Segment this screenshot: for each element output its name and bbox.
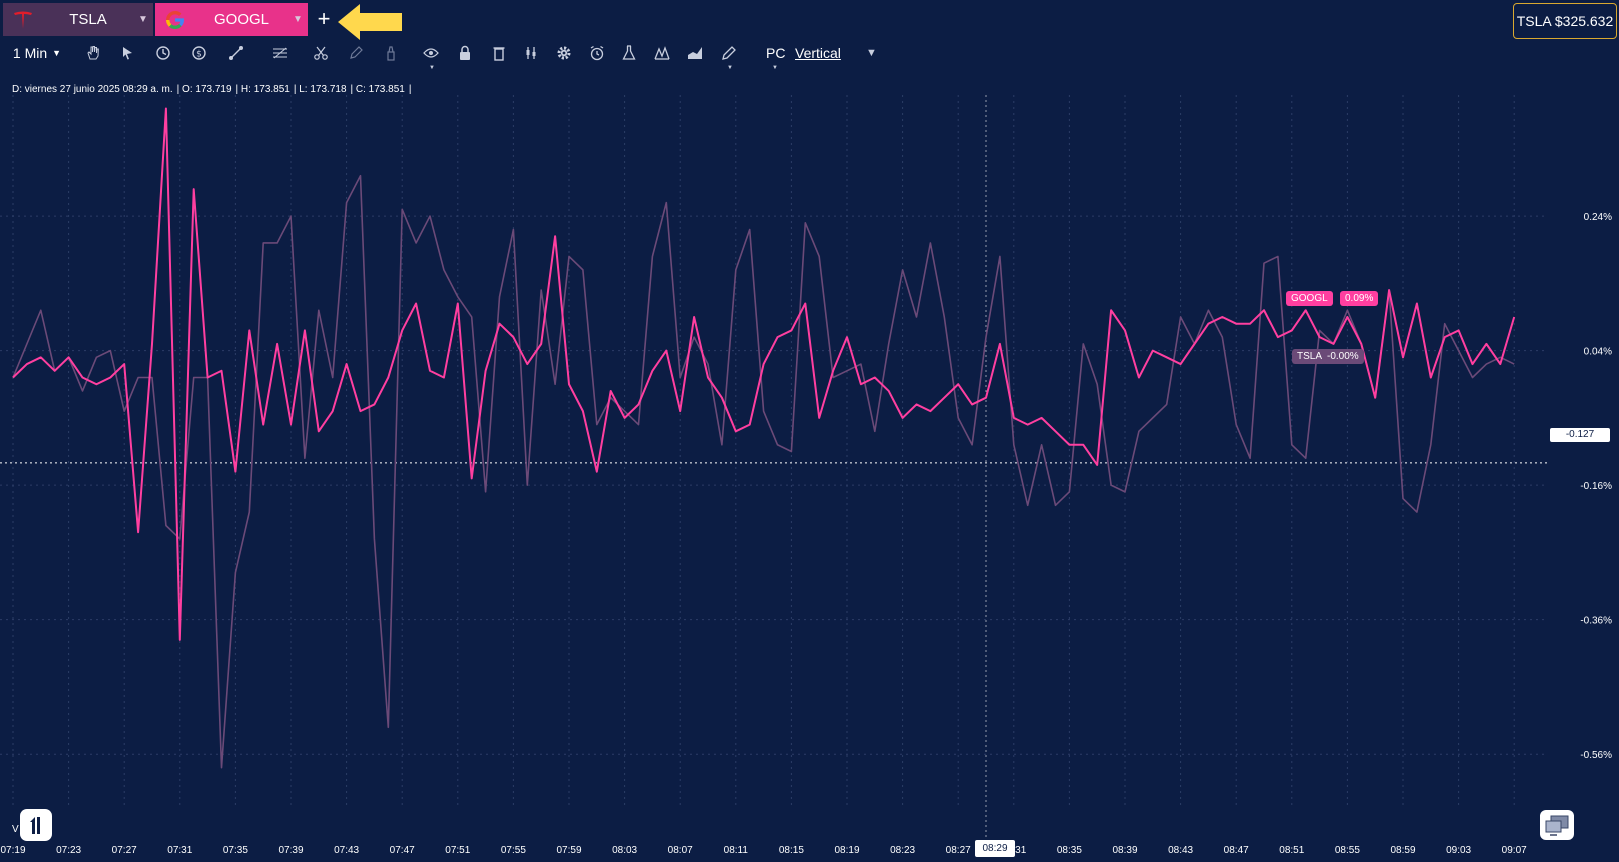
series-line-googl [12, 107, 1516, 641]
tab-tsla[interactable]: TSLA ▼ [3, 3, 153, 36]
brush-icon[interactable] [380, 42, 402, 64]
tsla-value-badge: -0.00% [1322, 349, 1364, 364]
gear-icon[interactable] [553, 42, 575, 64]
mode-label: PC [766, 45, 786, 61]
series-line-tsla [12, 174, 1515, 769]
area-chart-icon[interactable] [684, 42, 706, 64]
y-tick-label: 0.04% [1584, 347, 1612, 358]
ohlc-info: D: viernes 27 junio 2025 08:29 a. m. | O:… [12, 84, 412, 95]
tab-bar: TSLA ▼ GOOGL ▼ + TSLA $325.632 [0, 0, 1619, 40]
x-tick-label: 07:43 [334, 845, 359, 856]
y-tick-label: -0.56% [1580, 750, 1612, 761]
googl-value-badge: 0.09% [1340, 291, 1379, 306]
x-tick-label: 09:07 [1502, 845, 1527, 856]
pen-icon[interactable] [345, 42, 367, 64]
tab-label: TSLA [69, 11, 107, 28]
x-tick-label: 08:55 [1335, 845, 1360, 856]
pointer-icon[interactable] [116, 42, 138, 64]
x-tick-label: 08:39 [1112, 845, 1137, 856]
x-tick-label: 07:39 [278, 845, 303, 856]
app-logo-icon[interactable] [20, 809, 52, 841]
x-tick-label: 08:51 [1279, 845, 1304, 856]
x-tick-label: 09:03 [1446, 845, 1471, 856]
x-tick-label: 08:03 [612, 845, 637, 856]
alarm-icon[interactable] [586, 42, 608, 64]
crosshair [0, 95, 1550, 840]
googl-name-badge: GOOGL [1286, 291, 1333, 306]
trash-icon[interactable] [488, 42, 510, 64]
y-axis: 0.24% 0.04% -0.16% -0.36% -0.56% [1580, 212, 1612, 761]
ohlc-high: H: 173.851 [240, 84, 290, 95]
toolbar: 1 Min ▼ $ ▼ [0, 38, 1619, 71]
clock-icon[interactable] [152, 42, 174, 64]
x-tick-label: 07:55 [501, 845, 526, 856]
google-logo-icon [155, 3, 195, 36]
patterns-icon[interactable] [651, 42, 673, 64]
y-tick-label: 0.24% [1584, 212, 1612, 223]
tesla-logo-icon [3, 3, 43, 36]
x-tick-label: 08:07 [668, 845, 693, 856]
x-tick-label: 08:59 [1390, 845, 1415, 856]
x-tick-label: 07:23 [56, 845, 81, 856]
add-tab-button[interactable]: + [317, 6, 331, 31]
ohlc-date: D: viernes 27 junio 2025 08:29 a. m. [12, 84, 173, 95]
tsla-name-badge: TSLA [1292, 349, 1328, 364]
interval-select[interactable]: 1 Min ▼ [12, 42, 62, 64]
screenshot-icon[interactable] [1540, 810, 1574, 840]
scissors-icon[interactable] [310, 42, 332, 64]
orientation-select[interactable]: Vertical [795, 42, 841, 64]
chevron-down-icon[interactable]: ▼ [293, 14, 303, 25]
chevron-down-icon: ▼ [52, 48, 62, 58]
eye-icon[interactable]: ▼ [420, 42, 442, 71]
x-tick-label: 07:27 [112, 845, 137, 856]
lock-icon[interactable] [454, 42, 476, 64]
x-tick-label: 07:47 [390, 845, 415, 856]
flask-icon[interactable] [618, 42, 640, 64]
arrow-left-icon [338, 4, 402, 40]
pencil-icon[interactable]: ▼ [718, 42, 740, 71]
x-tick-label: 07:35 [223, 845, 248, 856]
ohlc-close: C: 173.851 [355, 84, 405, 95]
y-tick-label: -0.36% [1580, 616, 1612, 627]
fib-tool-icon[interactable] [269, 42, 291, 64]
x-tick-label: 07:59 [556, 845, 581, 856]
x-tick-label: 08:23 [890, 845, 915, 856]
ohlc-low: L: 173.718 [299, 84, 347, 95]
x-tick-label: 08:19 [834, 845, 859, 856]
tab-googl[interactable]: GOOGL ▼ [155, 3, 308, 36]
series-lines [12, 107, 1516, 769]
chevron-down-icon[interactable]: ▼ [138, 14, 148, 25]
svg-text:$: $ [196, 50, 202, 60]
x-tick-label: 07:19 [0, 845, 25, 856]
mode-select[interactable]: PC ▼ [766, 45, 786, 71]
x-tick-label: 08:11 [724, 845, 749, 856]
dollar-icon[interactable]: $ [188, 42, 210, 64]
x-tick-label: 08:43 [1168, 845, 1193, 856]
crosshair-x-label: 08:29 [975, 840, 1015, 857]
line-tool-icon[interactable] [225, 42, 247, 64]
chevron-down-icon[interactable]: ▼ [866, 47, 877, 59]
y-tick-label: -0.16% [1580, 481, 1612, 492]
x-tick-label: 07:31 [167, 845, 192, 856]
price-box[interactable]: TSLA $325.632 [1513, 3, 1617, 39]
x-tick-label: 08:47 [1224, 845, 1249, 856]
chart-grid [0, 95, 1548, 808]
hand-icon[interactable] [82, 42, 104, 64]
x-tick-label: 08:35 [1057, 845, 1082, 856]
x-tick-label: 08:15 [779, 845, 804, 856]
orientation-label: Vertical [795, 45, 841, 61]
crosshair-y-label: -0.127 [1550, 428, 1610, 442]
interval-label: 1 Min [12, 45, 48, 61]
x-axis: 07:19 07:23 07:27 07:31 07:35 07:39 07:43 07:47… [0, 845, 1527, 856]
tab-label: GOOGL [213, 11, 269, 28]
x-tick-label: 07:51 [445, 845, 470, 856]
indicators-icon[interactable] [520, 42, 542, 64]
x-tick-label: 08:27 [946, 845, 971, 856]
ohlc-open: O: 173.719 [182, 84, 232, 95]
